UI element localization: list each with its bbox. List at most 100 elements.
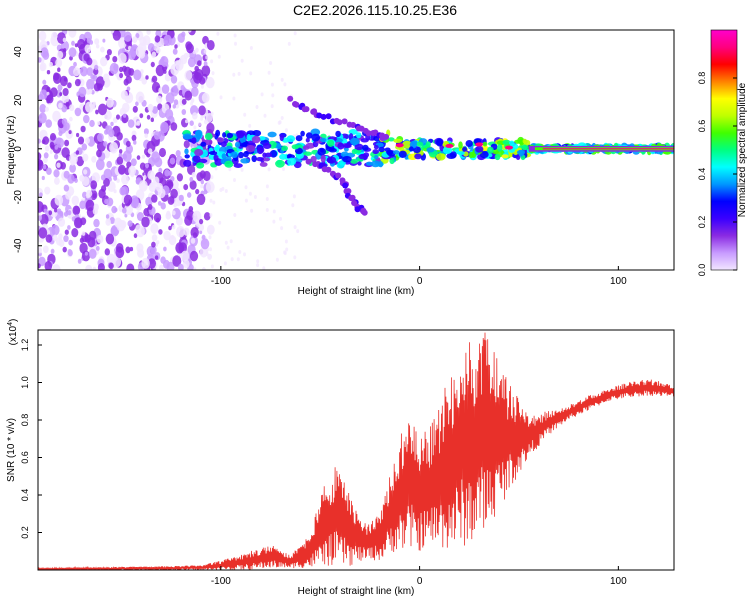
noise-speckle xyxy=(165,92,175,104)
noise-speckle xyxy=(49,141,55,149)
noise-speckle xyxy=(175,150,181,157)
noise-speckle xyxy=(192,232,198,238)
noise-speckle xyxy=(265,184,269,189)
noise-speckle xyxy=(84,251,88,256)
noise-speckle xyxy=(92,101,97,106)
trace-blob xyxy=(357,161,362,166)
noise-speckle xyxy=(93,203,99,211)
noise-speckle xyxy=(192,112,198,120)
noise-speckle xyxy=(83,169,88,175)
noise-speckle xyxy=(112,256,122,268)
noise-speckle xyxy=(98,103,107,116)
noise-speckle xyxy=(133,69,142,81)
noise-speckle xyxy=(119,149,123,154)
trace-blob xyxy=(294,147,303,155)
noise-speckle xyxy=(183,184,189,191)
noise-speckle xyxy=(272,219,276,224)
noise-speckle xyxy=(88,248,97,259)
colorbar-tick-label: 0.4 xyxy=(697,168,707,181)
noise-speckle xyxy=(153,176,160,185)
noise-speckle xyxy=(46,167,52,175)
noise-speckle xyxy=(119,72,124,79)
noise-speckle xyxy=(93,218,100,228)
noise-speckle xyxy=(38,256,46,267)
noise-speckle xyxy=(79,237,84,243)
noise-speckle xyxy=(170,234,174,240)
trace-blob xyxy=(398,150,407,158)
noise-speckle xyxy=(155,64,165,77)
noise-speckle xyxy=(243,252,246,257)
noise-speckle xyxy=(244,185,248,190)
noise-speckle xyxy=(286,143,290,148)
trace-blob xyxy=(262,142,272,149)
trace-blob xyxy=(245,145,256,153)
noise-speckle xyxy=(224,189,228,193)
noise-speckle xyxy=(38,138,41,144)
noise-speckle xyxy=(260,92,264,97)
trace-blob xyxy=(326,156,337,164)
noise-speckle xyxy=(86,57,93,66)
noise-speckle xyxy=(50,133,56,141)
line-ytick-label: 0.2 xyxy=(20,526,30,539)
trace-blob xyxy=(343,143,352,149)
noise-speckle xyxy=(228,167,232,172)
noise-speckle xyxy=(137,248,145,258)
noise-speckle xyxy=(219,95,223,100)
trace-blob xyxy=(208,151,218,155)
trace-blob xyxy=(306,132,313,139)
line-ylabel: SNR (10 * v/v) xyxy=(6,418,17,482)
noise-speckle xyxy=(38,112,47,124)
noise-speckle xyxy=(59,92,63,97)
colorbar-label: Normalized spectral amplitude xyxy=(737,82,748,217)
noise-speckle xyxy=(166,261,175,270)
branch-blob xyxy=(342,182,349,189)
noise-speckle xyxy=(61,147,70,159)
trace-blob xyxy=(409,146,414,152)
trace-blob xyxy=(320,137,327,143)
noise-speckle xyxy=(206,97,210,102)
noise-speckle xyxy=(145,75,149,80)
noise-speckle xyxy=(127,220,133,227)
noise-speckle xyxy=(280,226,284,231)
noise-speckle xyxy=(44,106,49,112)
noise-speckle xyxy=(267,70,271,75)
noise-speckle xyxy=(74,78,81,87)
noise-speckle xyxy=(128,68,135,76)
trace-blob xyxy=(509,140,515,146)
noise-speckle xyxy=(147,170,155,180)
noise-speckle xyxy=(238,250,242,254)
trace-peak-blob xyxy=(475,142,484,147)
noise-speckle xyxy=(77,38,86,50)
noise-speckle xyxy=(200,184,204,189)
trace-blob xyxy=(393,138,403,143)
noise-speckle xyxy=(51,224,60,236)
noise-speckle xyxy=(39,103,47,113)
noise-speckle xyxy=(201,234,206,240)
noise-speckle xyxy=(163,230,171,241)
noise-speckle xyxy=(50,248,55,254)
trace-blob xyxy=(216,137,225,143)
noise-speckle xyxy=(243,112,247,117)
noise-speckle xyxy=(163,34,172,47)
noise-speckle xyxy=(51,31,58,41)
noise-speckle xyxy=(202,35,209,45)
noise-speckle xyxy=(95,158,105,171)
noise-speckle xyxy=(284,239,288,244)
noise-speckle xyxy=(92,193,97,199)
trace-blob xyxy=(226,132,234,139)
noise-speckle xyxy=(285,247,289,252)
noise-speckle xyxy=(200,84,204,89)
noise-speckle xyxy=(74,43,78,48)
noise-speckle xyxy=(150,117,154,123)
trace-blob xyxy=(238,151,244,159)
trace-blob xyxy=(236,130,245,139)
noise-speckle xyxy=(150,223,159,235)
noise-speckle xyxy=(147,148,153,155)
noise-speckle xyxy=(193,72,203,84)
noise-speckle xyxy=(122,207,127,214)
noise-speckle xyxy=(154,255,159,260)
noise-speckle xyxy=(143,174,147,180)
noise-speckle xyxy=(46,70,51,75)
noise-speckle xyxy=(153,131,161,140)
noise-speckle xyxy=(182,259,190,269)
